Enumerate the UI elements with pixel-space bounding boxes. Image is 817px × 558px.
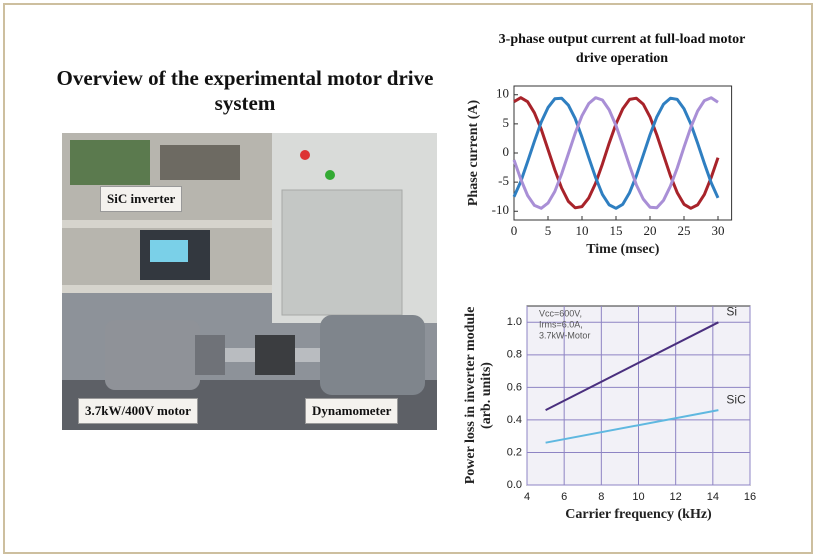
x-tick-label: 4 (524, 491, 530, 503)
x-axis-label: Carrier frequency (kHz) (565, 507, 712, 522)
x-tick-label: 5 (545, 223, 552, 238)
figure-title: Overview of the experimental motor drive… (56, 66, 434, 115)
y-tick-label: 0.8 (507, 349, 522, 361)
y-tick-label: 1.0 (507, 316, 522, 328)
x-tick-label: 25 (678, 223, 691, 238)
annotation: Vcc=600V, (539, 308, 582, 318)
photo (62, 133, 437, 430)
series-label: Si (726, 304, 737, 318)
chart-title: 3-phase output current at full-load moto… (498, 32, 746, 66)
y-axis-label: (arb. units) (479, 362, 494, 429)
y-axis-label: Phase current (A) (466, 100, 481, 207)
y-tick-label: 10 (496, 86, 509, 101)
x-tick-label: 16 (744, 491, 756, 503)
y-tick-label: -5 (498, 173, 509, 188)
annotation: 3.7kW-Motor (539, 330, 590, 340)
series-line (512, 96, 720, 210)
series-label: SiC (726, 392, 746, 406)
series-line (545, 321, 719, 411)
x-tick-label: 15 (610, 223, 623, 238)
x-tick-label: 10 (576, 223, 589, 238)
photo-label: 3.7kW/400V motor (78, 398, 198, 424)
series-line (512, 96, 719, 210)
x-tick-label: 12 (670, 491, 682, 503)
photo-label: Dynamometer (305, 398, 399, 424)
x-tick-label: 14 (707, 491, 719, 503)
y-tick-label: 0 (503, 144, 510, 159)
x-axis-label: Time (msec) (586, 242, 660, 257)
y-axis-label: Power loss in inverter module (463, 307, 478, 485)
plot-area (513, 85, 733, 221)
y-tick-label: 5 (503, 115, 510, 130)
x-tick-label: 10 (632, 491, 644, 503)
annotation: Irms=6.0A, (539, 319, 583, 329)
y-tick-label: 0.6 (507, 381, 522, 393)
y-tick-label: 0.4 (507, 414, 522, 426)
x-tick-label: 30 (712, 223, 725, 238)
x-tick-label: 8 (598, 491, 604, 503)
y-tick-label: 0.2 (507, 446, 522, 458)
y-tick-label: -10 (492, 202, 509, 217)
series-line (545, 409, 719, 444)
x-tick-label: 6 (561, 491, 567, 503)
x-tick-label: 0 (511, 223, 518, 238)
photo-label: SiC inverter (100, 186, 183, 212)
x-tick-label: 20 (644, 223, 657, 238)
y-tick-label: 0.0 (507, 479, 522, 491)
